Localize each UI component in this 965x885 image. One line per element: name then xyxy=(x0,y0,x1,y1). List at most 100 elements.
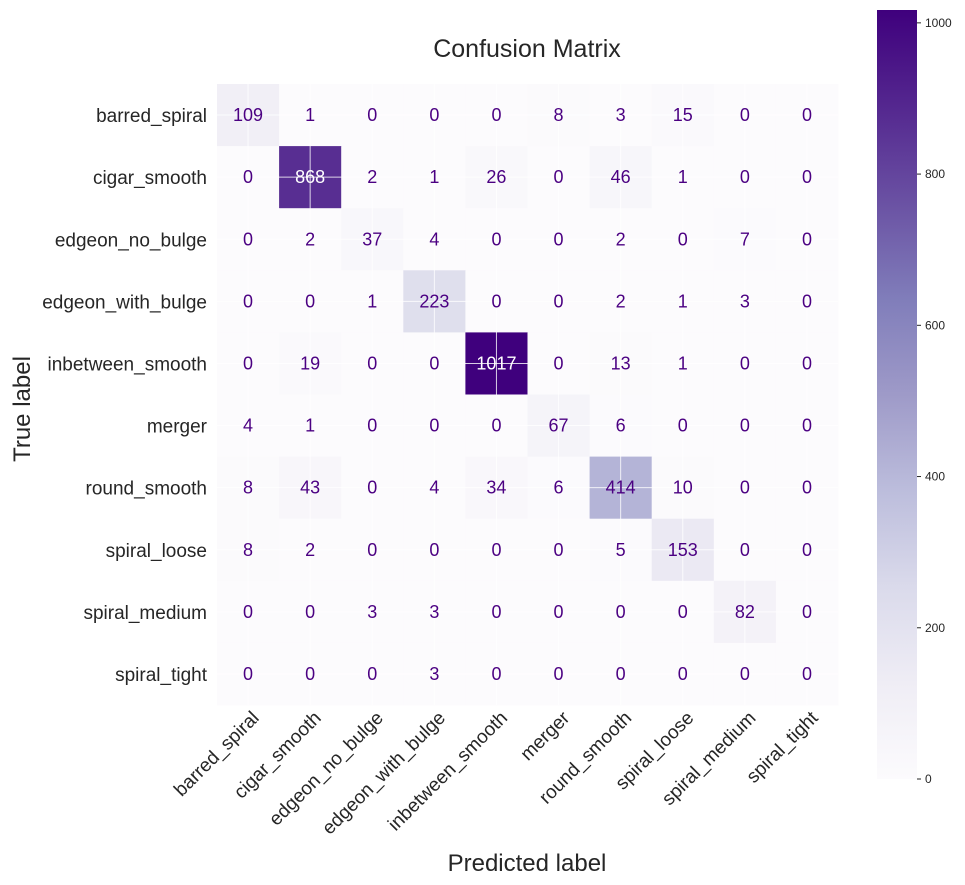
cell-value-label: 0 xyxy=(678,229,688,249)
colorbar-tick-label: 0 xyxy=(925,772,932,786)
cell-value-label: 0 xyxy=(243,353,253,373)
y-tick-label: spiral_loose xyxy=(106,541,207,562)
cell-value-label: 0 xyxy=(678,602,688,622)
cell-value-label: 8 xyxy=(243,478,253,498)
cell-value-label: 4 xyxy=(429,478,439,498)
y-tick-label: cigar_smooth xyxy=(93,168,207,189)
cell-value-label: 0 xyxy=(554,602,564,622)
cell-value-label: 0 xyxy=(802,291,812,311)
cell-value-label: 0 xyxy=(740,664,750,684)
cell-value-label: 1 xyxy=(305,105,315,125)
cell-value-label: 1 xyxy=(367,291,377,311)
cell-value-label: 82 xyxy=(735,602,755,622)
cell-value-label: 109 xyxy=(233,105,263,125)
cell-value-label: 43 xyxy=(300,478,320,498)
y-tick-label: spiral_tight xyxy=(115,665,208,686)
cell-value-label: 7 xyxy=(740,229,750,249)
cell-value-label: 26 xyxy=(486,167,506,187)
cell-value-label: 0 xyxy=(678,664,688,684)
cell-value-label: 2 xyxy=(616,291,626,311)
cell-value-label: 0 xyxy=(367,416,377,436)
cell-value-label: 0 xyxy=(491,105,501,125)
cell-value-label: 0 xyxy=(678,416,688,436)
cell-value-label: 0 xyxy=(802,353,812,373)
cell-value-label: 67 xyxy=(549,416,569,436)
cell-value-label: 0 xyxy=(243,229,253,249)
cell-value-label: 15 xyxy=(673,105,693,125)
cell-value-label: 0 xyxy=(491,416,501,436)
cell-value-label: 4 xyxy=(429,229,439,249)
cell-value-label: 0 xyxy=(740,478,750,498)
cell-value-label: 6 xyxy=(554,478,564,498)
cell-value-label: 0 xyxy=(491,602,501,622)
cell-value-label: 0 xyxy=(491,229,501,249)
cell-value-label: 34 xyxy=(486,478,506,498)
cell-value-label: 0 xyxy=(740,353,750,373)
cell-value-label: 0 xyxy=(429,105,439,125)
x-tick-label: merger xyxy=(517,707,575,765)
y-tick-labels: barred_spiral cigar_smooth edgeon_no_bulge… xyxy=(42,106,208,686)
y-tick-label: inbetween_smooth xyxy=(48,354,208,375)
cell-value-label: 2 xyxy=(305,540,315,560)
cell-value-label: 10 xyxy=(673,478,693,498)
cell-value-label: 0 xyxy=(554,540,564,560)
cell-value-label: 0 xyxy=(305,291,315,311)
cell-value-label: 0 xyxy=(367,664,377,684)
cell-value-label: 0 xyxy=(367,353,377,373)
cell-value-label: 0 xyxy=(243,602,253,622)
cell-value-label: 8 xyxy=(554,105,564,125)
cell-value-label: 0 xyxy=(802,229,812,249)
cell-value-label: 0 xyxy=(367,540,377,560)
cell-value-label: 0 xyxy=(802,540,812,560)
cell-value-label: 0 xyxy=(740,105,750,125)
cell-value-label: 37 xyxy=(362,229,382,249)
cell-value-label: 0 xyxy=(429,353,439,373)
cell-value-label: 3 xyxy=(616,105,626,125)
cell-value-label: 0 xyxy=(802,416,812,436)
cell-value-label: 0 xyxy=(429,540,439,560)
cell-value-labels: 109 1 0 0 0 8 3 15 0 00 868 2 1 26 0 46 1 0 00 2 37 4 0 0 2 0 7 00 0… xyxy=(233,105,812,684)
cell-value-label: 0 xyxy=(616,602,626,622)
chart-title: Confusion Matrix xyxy=(433,35,621,63)
cell-value-label: 0 xyxy=(740,416,750,436)
cell-value-label: 5 xyxy=(616,540,626,560)
cell-value-label: 0 xyxy=(243,167,253,187)
y-axis-label: True label xyxy=(9,356,36,462)
y-tick-label: merger xyxy=(147,417,208,438)
y-tick-label: round_smooth xyxy=(86,479,207,500)
cell-value-label: 1 xyxy=(305,416,315,436)
cell-value-label: 153 xyxy=(668,540,698,560)
y-tick-label: edgeon_with_bulge xyxy=(42,292,207,313)
colorbar-tick-label: 800 xyxy=(925,167,945,181)
colorbar xyxy=(877,10,917,779)
cell-value-label: 0 xyxy=(554,167,564,187)
cell-value-label: 0 xyxy=(802,167,812,187)
x-tick-label: edgeon_no_bulge xyxy=(265,708,387,830)
colorbar-tick-label: 200 xyxy=(925,621,945,635)
y-tick-label: edgeon_no_bulge xyxy=(55,230,207,251)
cell-value-label: 1017 xyxy=(476,353,516,373)
cell-value-label: 1 xyxy=(429,167,439,187)
colorbar-tick-label: 1000 xyxy=(925,16,952,30)
cell-value-label: 414 xyxy=(606,478,636,498)
cell-value-label: 0 xyxy=(429,416,439,436)
cell-value-label: 0 xyxy=(305,602,315,622)
cell-value-label: 6 xyxy=(616,416,626,436)
colorbar-tick-label: 600 xyxy=(925,318,945,332)
cell-value-label: 0 xyxy=(491,291,501,311)
colorbar-tick-label: 400 xyxy=(925,470,945,484)
cell-value-label: 1 xyxy=(678,167,688,187)
cell-value-label: 0 xyxy=(243,291,253,311)
cell-value-label: 13 xyxy=(611,353,631,373)
x-tick-label: inbetween_smooth xyxy=(384,708,512,836)
cell-value-label: 0 xyxy=(554,291,564,311)
cell-value-label: 0 xyxy=(802,478,812,498)
cell-value-label: 0 xyxy=(367,105,377,125)
cell-value-label: 868 xyxy=(295,167,325,187)
cell-value-label: 3 xyxy=(429,664,439,684)
grid-lines xyxy=(217,84,838,705)
cell-value-label: 2 xyxy=(616,229,626,249)
cell-value-label: 2 xyxy=(305,229,315,249)
cell-value-label: 0 xyxy=(802,105,812,125)
